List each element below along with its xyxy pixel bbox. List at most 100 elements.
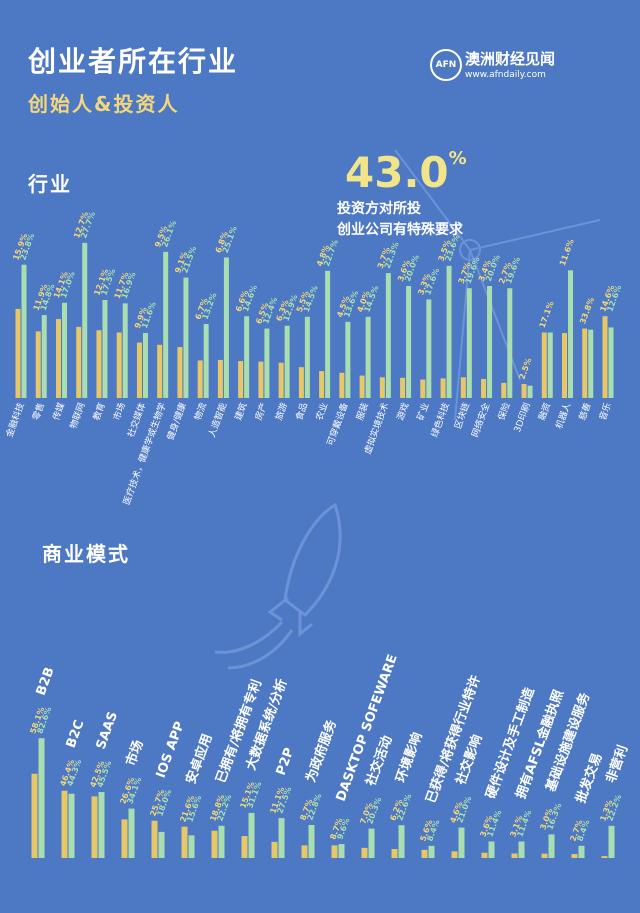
founder-bar: [361, 847, 368, 858]
founder-bar: [116, 332, 122, 398]
category-label: 市场: [123, 738, 147, 768]
investor-bar: [68, 793, 75, 858]
investor-bar: [248, 812, 255, 858]
founder-bar: [359, 375, 365, 398]
founder-bar: [136, 342, 142, 398]
investor-bar: [507, 288, 513, 398]
investor-bar: [345, 321, 351, 398]
founder-bar: [391, 849, 398, 858]
investor-bar: [488, 841, 495, 858]
investor-bar: [122, 303, 128, 398]
investor-bar: [278, 818, 285, 858]
investor-bar: [446, 265, 452, 398]
category-label: 环境影响: [393, 730, 426, 784]
founder-bar: [31, 773, 38, 858]
founder-bar: [379, 377, 385, 398]
investor-bar: [426, 299, 432, 398]
investor-bar: [102, 300, 108, 398]
founder-bar: [541, 853, 548, 858]
afn-logo-icon: AFN: [430, 49, 462, 81]
investor-bar: [21, 264, 27, 398]
industry-section-title: 行业: [28, 172, 72, 196]
investor-bar: [203, 324, 209, 398]
investor-bar: [128, 808, 135, 858]
callout-unit: %: [448, 148, 467, 169]
investor-bar: [61, 302, 67, 398]
callout-line-1: 投资方对所投: [337, 201, 421, 217]
founder-bar: [400, 377, 406, 398]
founder-bar: [151, 820, 158, 858]
investor-bar: [365, 316, 371, 398]
founder-bar: [541, 332, 547, 398]
founder-bar: [35, 331, 41, 398]
investor-bar: [244, 316, 250, 398]
investor-bar: [41, 315, 47, 398]
investor-bar: [547, 332, 553, 398]
founder-bar: [298, 367, 304, 398]
founder-bar: [211, 830, 218, 858]
investor-bar: [406, 286, 412, 398]
callout-line-2: 创业公司有特殊要求: [337, 222, 463, 238]
investor-bar: [308, 824, 315, 858]
founder-bar: [571, 854, 578, 858]
category-label: 批发交易: [573, 751, 606, 805]
logo-url: www.afndaily.com: [465, 70, 546, 80]
founder-bar: [582, 328, 588, 398]
investor-bar: [188, 835, 195, 858]
investor-bar: [325, 270, 331, 398]
category-label: B2C: [64, 718, 88, 750]
category-label: 为政府服务: [303, 717, 341, 784]
investor-bar: [608, 825, 615, 858]
investor-bar: [82, 242, 88, 398]
logo-name: 澳洲财经见闻: [465, 50, 556, 68]
category-label: SAAS: [94, 710, 121, 752]
founder-bar: [521, 384, 527, 398]
founder-bar: [258, 361, 264, 398]
investor-bar: [588, 329, 594, 398]
investor-bar: [487, 286, 493, 398]
page-subtitle: 创始人&投资人: [28, 92, 180, 116]
founder-bar: [602, 316, 608, 398]
founder-bar: [421, 849, 428, 858]
founder-bar: [451, 851, 458, 858]
founder-bar: [15, 308, 21, 398]
investor-bar: [284, 325, 290, 398]
founder-bar: [177, 347, 183, 398]
investor-bar: [548, 834, 555, 858]
callout-number: 43.0: [345, 148, 449, 197]
investor-bar: [304, 316, 310, 398]
category-label: P2P: [274, 746, 298, 778]
investor-bar: [568, 270, 574, 398]
investor-bar: [458, 827, 465, 858]
category-label: 非营利: [603, 743, 631, 785]
category-label: IOS APP: [154, 720, 188, 780]
founder-bar: [241, 836, 248, 858]
founder-bar: [181, 826, 188, 858]
investor-bar: [218, 825, 225, 858]
investor-bar: [466, 288, 472, 398]
founder-bar: [55, 319, 61, 398]
investor-bar: [368, 828, 375, 858]
founder-bar: [460, 377, 466, 398]
founder-bar: [440, 378, 446, 398]
founder-bar: [481, 378, 487, 398]
investor-bar: [163, 251, 169, 398]
investor-bar: [142, 333, 148, 398]
page-title: 创业者所在行业: [28, 45, 239, 78]
founder-bar: [217, 359, 223, 398]
founder-bar: [157, 344, 163, 398]
investor-bar: [38, 738, 45, 858]
founder-bar: [301, 845, 308, 858]
investor-bar: [338, 844, 345, 858]
founder-bar: [331, 845, 338, 858]
category-label: 安卓应用: [183, 732, 216, 786]
category-label: B2B: [34, 665, 58, 697]
investor-bar: [385, 273, 391, 398]
investor-bar: [183, 277, 189, 398]
founder-bar: [96, 330, 102, 398]
investor-bar: [608, 327, 614, 398]
